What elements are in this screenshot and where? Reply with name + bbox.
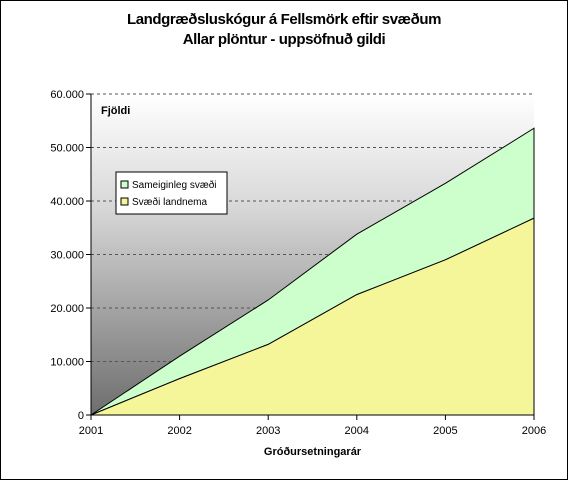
chart-title: Landgræðsluskógur á Fellsmörk eftir svæð… <box>0 10 568 50</box>
x-tick-label: 2004 <box>345 425 369 437</box>
legend-swatch <box>120 180 129 189</box>
chart-title-line-1: Landgræðsluskógur á Fellsmörk eftir svæð… <box>126 11 442 28</box>
legend-label: Svæði landnema <box>132 196 207 208</box>
legend-swatch <box>120 197 129 206</box>
x-tick-label: 2002 <box>167 425 191 437</box>
y-tick-label: 0 <box>78 410 84 422</box>
y-axis-title: Fjöldi <box>101 105 130 117</box>
x-tick-label: 2006 <box>522 425 546 437</box>
x-axis-title: Gróðursetningarár <box>264 446 362 458</box>
x-tick-label: 2005 <box>433 425 457 437</box>
y-tick-label: 20.000 <box>50 303 84 315</box>
legend-box <box>115 171 228 215</box>
x-tick-label: 2003 <box>256 425 280 437</box>
legend-label: Sameiginleg svæði <box>132 179 217 191</box>
y-tick-label: 10.000 <box>50 357 84 369</box>
y-tick-label: 60.000 <box>50 89 84 101</box>
x-tick-label: 2001 <box>79 425 103 437</box>
y-tick-label: 40.000 <box>50 196 84 208</box>
y-tick-label: 30.000 <box>50 250 84 262</box>
y-tick-label: 50.000 <box>50 143 84 155</box>
chart-title-line-2: Allar plöntur - uppsöfnuð gildi <box>182 31 386 48</box>
